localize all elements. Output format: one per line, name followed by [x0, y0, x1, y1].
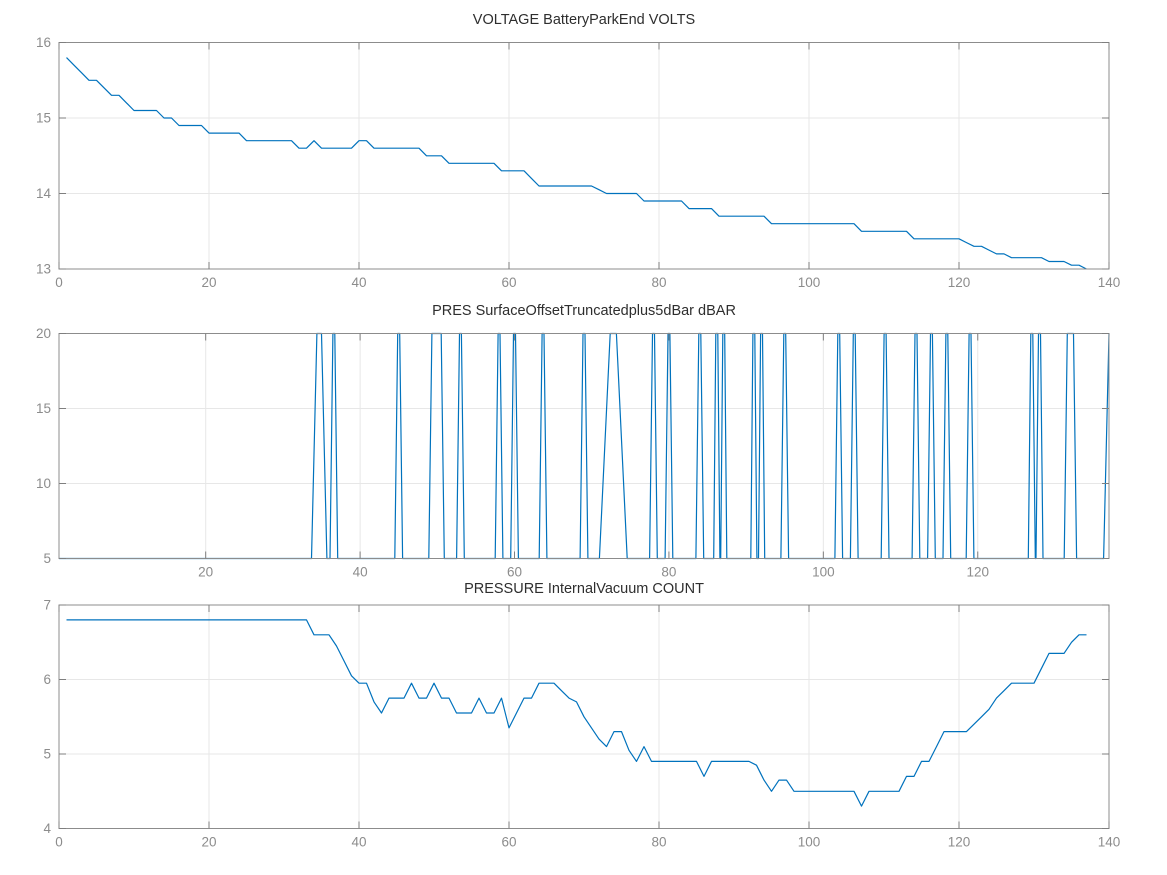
y-tick-label: 20 [36, 326, 51, 341]
x-tick-label: 20 [198, 565, 213, 580]
x-tick-label: 80 [651, 275, 666, 290]
axes-box [58, 42, 1110, 270]
x-tick-label: 80 [661, 565, 676, 580]
x-tick-label: 120 [948, 835, 971, 850]
x-tick-label: 60 [507, 565, 522, 580]
x-tick-label: 140 [1098, 835, 1121, 850]
x-tick-label: 40 [351, 835, 366, 850]
y-tick-label: 7 [43, 598, 51, 613]
chart-title-voltage: VOLTAGE BatteryParkEnd VOLTS [472, 12, 696, 28]
y-tick-label: 5 [43, 747, 51, 762]
y-tick-label: 14 [36, 186, 52, 201]
x-tick-label: 40 [353, 565, 368, 580]
x-tick-label: 0 [55, 835, 63, 850]
x-tick-label: 0 [55, 275, 63, 290]
y-tick-label: 15 [36, 401, 51, 416]
data-series-line [66, 619, 1087, 807]
data-series-line [66, 57, 1087, 270]
y-tick-label: 5 [43, 551, 51, 566]
y-tick-label: 15 [36, 111, 51, 126]
x-tick-label: 60 [501, 835, 516, 850]
x-tick-label: 120 [948, 275, 971, 290]
x-tick-label: 60 [501, 275, 516, 290]
x-tick-label: 140 [1098, 275, 1121, 290]
chart-title-pres-surface-offset: PRES SurfaceOffsetTruncatedplus5dBar dBA… [432, 303, 736, 319]
x-tick-label: 20 [201, 275, 216, 290]
axes-box [58, 333, 1110, 559]
y-tick-label: 16 [36, 35, 51, 50]
y-tick-label: 6 [43, 672, 51, 687]
x-tick-label: 120 [966, 565, 989, 580]
x-tick-label: 100 [798, 835, 821, 850]
y-tick-label: 13 [36, 262, 51, 277]
y-tick-label: 10 [36, 476, 51, 491]
data-series-line [59, 332, 1110, 560]
x-tick-label: 100 [812, 565, 835, 580]
x-tick-label: 20 [201, 835, 216, 850]
x-tick-label: 80 [651, 835, 666, 850]
y-tick-label: 4 [43, 821, 51, 836]
x-tick-label: 40 [351, 275, 366, 290]
axes-box [58, 604, 1110, 829]
chart-title-pressure-internal-vacuum: PRESSURE InternalVacuum COUNT [464, 581, 704, 597]
x-tick-label: 100 [798, 275, 821, 290]
